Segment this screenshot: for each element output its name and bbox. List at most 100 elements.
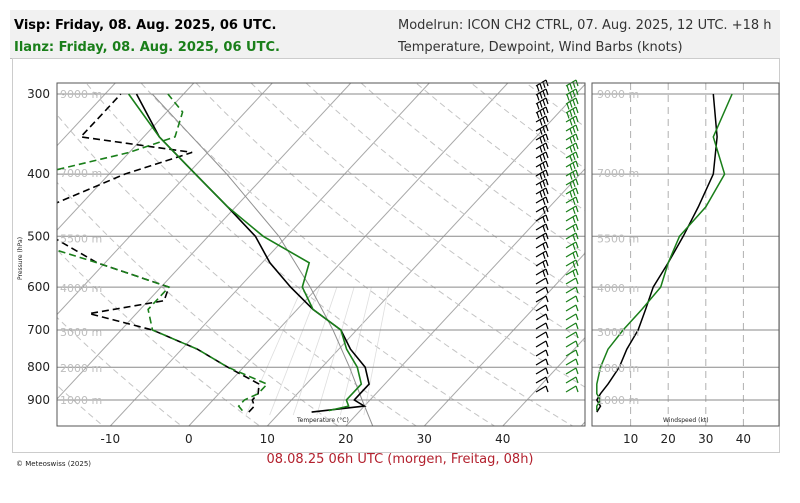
wind-barb-visp	[535, 133, 549, 144]
wind-barb-ilanz	[565, 115, 579, 126]
wind-barb-ilanz	[565, 205, 579, 214]
wind-barb-ilanz	[565, 376, 579, 384]
isotherm-line	[57, 83, 352, 400]
x-tick-label: -10	[101, 432, 121, 446]
wind-barb-ilanz	[565, 232, 579, 241]
wind-barb-visp	[535, 313, 549, 321]
visp-run-label: Visp: Friday, 08. Aug. 2025, 06 UTC.	[14, 18, 277, 33]
wind-x-tick-label: 30	[698, 432, 713, 446]
wind-barb-ilanz	[565, 268, 579, 277]
isotherm-line	[266, 83, 585, 426]
isotherm-line	[423, 252, 585, 426]
wind-altitude-label: 2000 m	[597, 362, 639, 375]
header: Visp: Friday, 08. Aug. 2025, 06 UTC. Ila…	[10, 10, 780, 59]
wind-x-tick-label: 40	[736, 432, 751, 446]
x-tick-label: 10	[260, 432, 275, 446]
x-axis-title: Temperature (°C)	[296, 417, 349, 424]
wind-barb-visp	[535, 322, 549, 330]
isotherm-line	[57, 83, 116, 147]
wind-barb-ilanz	[565, 214, 579, 223]
wind-barb-ilanz	[565, 142, 579, 153]
dry-adiabat	[470, 83, 585, 170]
isotherm-line	[109, 83, 430, 426]
mixing-ratio-line	[316, 286, 355, 416]
wind-barb-ilanz	[565, 88, 579, 101]
wind-x-tick-label: 10	[623, 432, 638, 446]
wind-altitude-label: 5500 m	[597, 232, 639, 245]
altitude-label: 9000 m	[60, 88, 102, 101]
wind-altitude-label: 9000 m	[597, 88, 639, 101]
wind-barb-visp	[535, 214, 549, 223]
wind-barb-ilanz	[565, 196, 579, 205]
wind-barb-visp	[535, 106, 549, 119]
wind-barb-ilanz	[565, 295, 579, 303]
wind-barb-visp	[535, 340, 549, 348]
copyright: © Meteoswiss (2025)	[16, 460, 92, 468]
visp-dewpoint-line	[57, 93, 261, 413]
wind-barb-visp	[535, 196, 549, 205]
wind-barb-visp	[535, 160, 549, 171]
wind-barb-ilanz	[565, 97, 579, 110]
wind-barb-visp	[535, 286, 549, 294]
wind-barb-ilanz	[565, 106, 579, 119]
wind-barb-visp	[535, 268, 549, 277]
wind-barb-visp	[535, 367, 549, 375]
x-tick-label: 40	[495, 432, 510, 446]
y-axis-title: Pressure (hPa)	[17, 237, 24, 280]
altitude-label: 1000 m	[60, 394, 102, 407]
y-tick-label: 800	[27, 360, 50, 374]
y-tick-label: 400	[27, 167, 50, 181]
dry-adiabat	[650, 54, 800, 443]
altitude-label: 7000 m	[60, 167, 102, 180]
wind-barb-visp	[535, 142, 549, 153]
wind-barb-ilanz	[565, 331, 579, 339]
wind-barb-visp	[535, 232, 549, 241]
dry-adiabat	[85, 83, 496, 426]
dry-adiabat	[597, 54, 800, 443]
wind-barb-ilanz	[565, 322, 579, 330]
altitude-label: 5500 m	[60, 232, 102, 245]
wind-altitude-label: 3000 m	[597, 326, 639, 339]
mixing-ratio-line	[339, 286, 372, 416]
wind-frame	[591, 82, 780, 427]
wind-barb-visp	[535, 250, 549, 259]
wind-barb-visp	[535, 277, 549, 285]
altitude-label: 2000 m	[60, 362, 102, 375]
ilanz-windspeed-line	[596, 93, 733, 411]
mixing-ratio-line	[292, 286, 338, 416]
dry-adiabat	[195, 83, 585, 388]
dry-adiabat	[57, 249, 261, 426]
altitude-label: 3000 m	[60, 326, 102, 339]
wind-barb-visp	[535, 124, 549, 135]
y-tick-label: 700	[27, 323, 50, 337]
wind-barb-ilanz	[565, 349, 579, 357]
wind-barb-ilanz	[565, 277, 579, 285]
dry-adiabat	[360, 83, 585, 255]
wind-barb-visp	[535, 349, 549, 357]
wind-barb-ilanz	[565, 187, 579, 198]
wind-x-axis-title: Windspeed (kt)	[663, 417, 709, 424]
wind-barb-ilanz	[565, 340, 579, 348]
wind-barb-visp	[535, 187, 549, 198]
x-tick-label: 0	[185, 432, 193, 446]
dry-adiabat	[704, 54, 800, 443]
wind-barb-visp	[535, 205, 549, 214]
wind-barb-visp	[535, 151, 549, 162]
isotherm-line	[345, 168, 585, 426]
wind-barb-visp	[535, 241, 549, 250]
wind-barb-visp	[535, 178, 549, 189]
dry-adiabat	[580, 83, 585, 87]
y-tick-label: 500	[27, 229, 50, 243]
ilanz-run-label: Ilanz: Friday, 08. Aug. 2025, 06 UTC.	[14, 40, 280, 55]
wind-barb-ilanz	[565, 304, 579, 312]
visp-temperature-line	[135, 93, 370, 413]
wind-barb-visp	[535, 295, 549, 303]
wind-barb-ilanz	[565, 160, 579, 171]
y-tick-label: 300	[27, 87, 50, 101]
dry-adiabat	[57, 114, 418, 426]
wind-barb-ilanz	[565, 133, 579, 144]
ilanz-temperature-line	[127, 93, 363, 412]
wind-barb-visp	[535, 97, 549, 110]
dry-adiabat	[305, 83, 585, 298]
